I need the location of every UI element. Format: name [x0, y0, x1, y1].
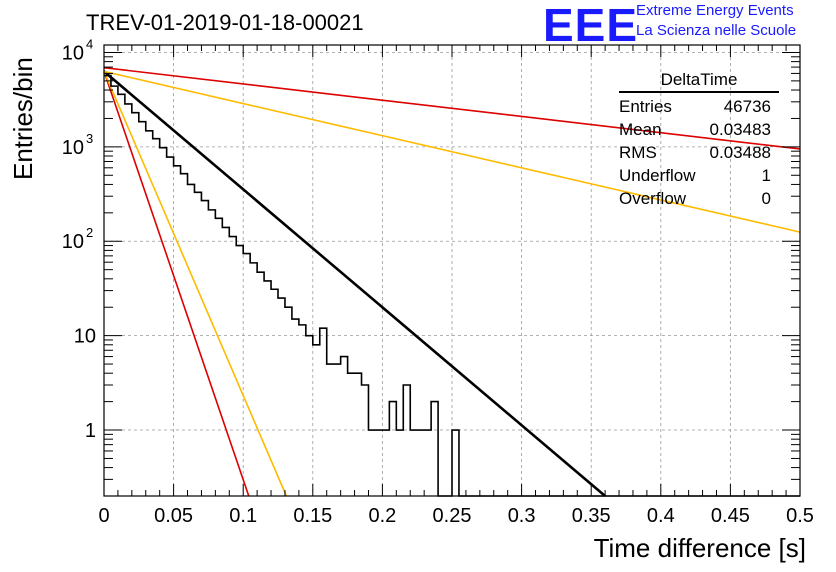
stats-row: Mean 0.03483 — [613, 118, 779, 141]
fit-lines — [103, 66, 801, 497]
stats-value: 0 — [761, 189, 771, 208]
x-tick-label: 0.05 — [154, 505, 193, 527]
y-tick-label: 10 — [62, 42, 84, 64]
x-tick-label: 0.15 — [293, 505, 332, 527]
stats-label: RMS — [619, 143, 657, 162]
y-axis-label: Entries/bin — [8, 57, 38, 180]
stats-label: Underflow — [619, 166, 696, 185]
x-tick-label: 0.4 — [647, 505, 675, 527]
logo-line-2: La Scienza nelle Scuole — [636, 22, 797, 39]
stats-row: RMS 0.03488 — [613, 141, 779, 164]
stats-value: 0.03488 — [709, 143, 771, 162]
stats-row: Underflow 1 — [613, 164, 779, 187]
x-tick-label: 0.5 — [786, 505, 814, 527]
fit-line — [103, 71, 288, 497]
fit-line — [103, 70, 606, 497]
x-tick-label: 0.35 — [572, 505, 611, 527]
stats-row: Entries 46736 — [613, 95, 779, 118]
x-tick-label: 0.3 — [508, 505, 536, 527]
stats-value: 0.03483 — [709, 120, 771, 139]
y-tick-exponent: 4 — [86, 36, 93, 51]
chart-title: TREV-01-2019-01-18-00021 — [86, 10, 364, 35]
stats-label: Mean — [619, 120, 662, 139]
y-tick-label: 1 — [85, 420, 96, 442]
fit-line — [103, 70, 801, 233]
x-tick-label: 0.45 — [711, 505, 750, 527]
stats-label: Entries — [619, 97, 672, 116]
x-axis-label: Time difference [s] — [593, 533, 806, 563]
y-tick-exponent: 2 — [86, 225, 93, 240]
fit-line — [103, 66, 801, 150]
y-tick-label: 10 — [74, 326, 96, 348]
x-tick-label: 0.1 — [229, 505, 257, 527]
x-tick-label: 0.2 — [368, 505, 396, 527]
stats-value: 46736 — [723, 97, 771, 116]
y-tick-exponent: 3 — [86, 131, 93, 146]
x-tick-label: 0.25 — [433, 505, 472, 527]
stats-box: DeltaTime Entries 46736 Mean 0.03483 RMS 0.… — [613, 70, 779, 210]
x-tick-label: 0 — [98, 505, 109, 527]
axis-ticks: 0 0.05 0.1 0.15 0.2 0.25 0.3 0.35 0.4 0.45 0.51101… — [62, 36, 814, 527]
y-tick-label: 10 — [62, 231, 84, 253]
logo-line-1: Extreme Energy Events — [636, 2, 794, 19]
stats-title: DeltaTime — [619, 70, 779, 93]
y-tick-label: 10 — [62, 137, 84, 159]
stats-row: Overflow 0 — [613, 187, 779, 210]
eee-logo: EEE — [543, 0, 639, 51]
stats-label: Overflow — [619, 189, 687, 208]
stats-value: 1 — [761, 166, 771, 185]
fit-line — [103, 71, 250, 497]
